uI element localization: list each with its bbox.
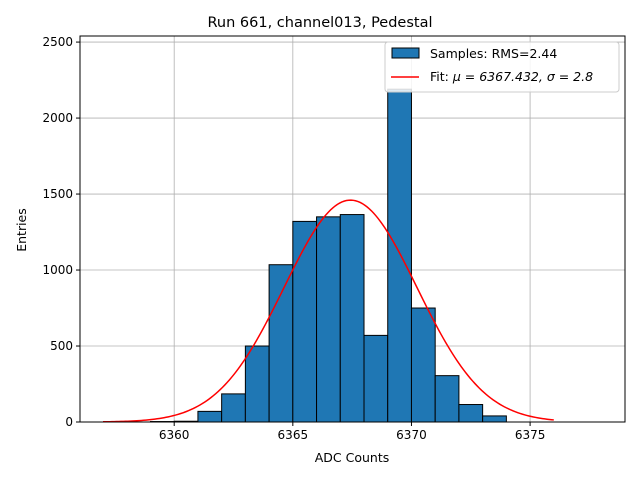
- histogram-bar: [245, 346, 269, 422]
- histogram-bar: [364, 335, 388, 422]
- y-tick-label: 500: [50, 339, 73, 353]
- x-tick-label: 6360: [159, 428, 190, 442]
- histogram-bar: [293, 221, 317, 422]
- histogram-bar: [459, 405, 483, 422]
- y-tick-label: 1000: [42, 263, 73, 277]
- histogram-bar: [269, 265, 293, 422]
- histogram-bar: [317, 217, 341, 422]
- x-tick-label: 6365: [278, 428, 309, 442]
- histogram-bar: [198, 411, 222, 422]
- histogram-bar: [388, 89, 412, 422]
- x-tick-label: 6370: [396, 428, 427, 442]
- x-axis-label: ADC Counts: [315, 450, 390, 465]
- x-tick-label: 6375: [515, 428, 546, 442]
- histogram-bar: [483, 416, 507, 422]
- legend-samples-swatch: [392, 48, 419, 58]
- histogram-bar: [222, 394, 246, 422]
- y-axis-label: Entries: [14, 208, 29, 252]
- legend-samples-label: Samples: RMS=2.44: [430, 46, 557, 61]
- histogram-bar: [435, 376, 459, 422]
- y-tick-label: 2000: [42, 111, 73, 125]
- y-tick-label: 1500: [42, 187, 73, 201]
- legend-fit-label: Fit: μ = 6367.432, σ = 2.8: [430, 69, 593, 84]
- histogram-bar: [411, 308, 435, 422]
- legend: Samples: RMS=2.44 Fit: μ = 6367.432, σ =…: [385, 42, 619, 92]
- histogram-bar: [340, 215, 364, 422]
- y-tick-label: 0: [65, 415, 73, 429]
- chart-title: Run 661, channel013, Pedestal: [207, 15, 432, 31]
- y-tick-label: 2500: [42, 35, 73, 49]
